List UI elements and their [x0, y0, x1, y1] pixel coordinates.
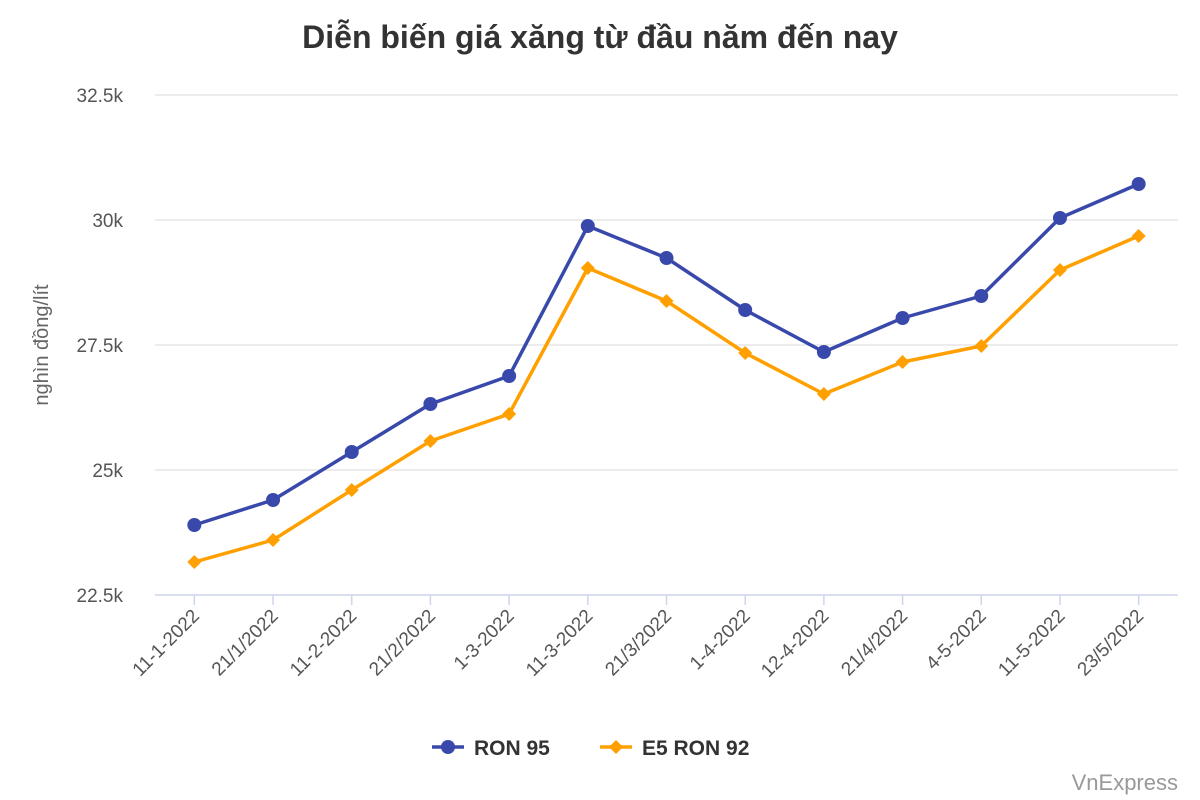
x-tick-label: 11-2-2022 [286, 606, 361, 681]
legend-item[interactable]: RON 95 [432, 737, 550, 760]
y-tick-label: 25k [92, 461, 123, 482]
x-tick-label: 21/3/2022 [601, 606, 676, 681]
x-tick-label: 4-5-2022 [922, 606, 991, 675]
data-point [344, 445, 359, 459]
x-tick-label: 11-3-2022 [522, 606, 597, 681]
x-tick-label: 1-4-2022 [686, 606, 755, 675]
data-point [344, 483, 359, 497]
series-line [193, 182, 1140, 527]
data-point [187, 555, 202, 569]
data-point [423, 434, 438, 448]
series-ron-95 [187, 177, 1146, 532]
data-point [974, 339, 989, 353]
data-point [580, 219, 595, 233]
data-point [659, 251, 674, 265]
legend-marker [441, 740, 455, 754]
x-tick-label: 23/5/2022 [1074, 606, 1149, 681]
data-point [816, 387, 831, 401]
data-point [187, 518, 202, 532]
data-point [895, 355, 910, 369]
data-point [502, 407, 517, 421]
credit-text: VnExpress [1072, 770, 1178, 795]
legend-item[interactable]: E5 RON 92 [600, 737, 749, 760]
legend-label: E5 RON 92 [642, 737, 749, 760]
data-point [1052, 263, 1067, 277]
data-point [502, 369, 517, 383]
x-tick-label: 21/1/2022 [208, 606, 283, 681]
data-point [1131, 177, 1146, 191]
x-tick-label: 21/4/2022 [837, 606, 912, 681]
series-line [193, 234, 1140, 564]
x-tick-label: 1-3-2022 [450, 606, 519, 675]
x-tick-label: 11-5-2022 [994, 606, 1069, 681]
x-tick-label: 21/2/2022 [365, 606, 440, 681]
x-tick-label: 11-1-2022 [129, 606, 204, 681]
data-point [974, 289, 989, 303]
y-tick-label: 30k [92, 211, 123, 232]
data-point [895, 311, 910, 325]
data-point [1131, 229, 1146, 243]
data-point [266, 533, 281, 547]
data-point [266, 493, 281, 507]
data-point [738, 346, 753, 360]
series-e5-ron-92 [187, 229, 1146, 569]
chart-title: Diễn biến giá xăng từ đầu năm đến nay [302, 19, 898, 55]
y-tick-label: 22.5k [77, 586, 124, 607]
data-point [423, 397, 438, 411]
data-point [659, 294, 674, 308]
y-tick-label: 32.5k [77, 86, 124, 107]
data-point [816, 345, 831, 359]
data-point [1052, 211, 1067, 225]
legend-marker [609, 740, 623, 754]
y-axis-label: nghìn đồng/lít [31, 284, 53, 406]
data-point [738, 303, 753, 317]
legend-label: RON 95 [474, 737, 550, 760]
data-point [580, 261, 595, 275]
y-tick-label: 27.5k [77, 336, 124, 357]
x-tick-label: 12-4-2022 [757, 606, 833, 682]
